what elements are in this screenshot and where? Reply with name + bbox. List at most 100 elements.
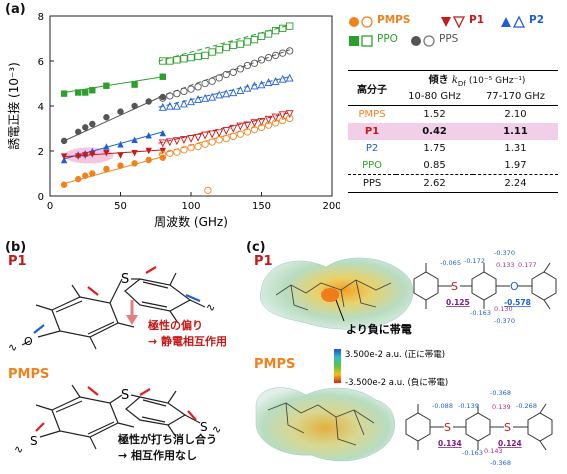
pmps-charge-c8: -0.368 <box>490 459 511 467</box>
legend-p1: P1 <box>469 14 485 26</box>
p1-point-high <box>187 134 195 143</box>
polymer-cell: PPO <box>362 160 383 171</box>
value-cell-1: 2.62 <box>423 178 446 189</box>
pmps-point-high <box>159 150 167 159</box>
value-cell-1: 1.52 <box>423 109 446 120</box>
p2-point-high <box>229 88 238 97</box>
polymer-cell: P2 <box>365 143 379 154</box>
p1-point-low <box>145 147 152 155</box>
p2-point-high <box>215 90 224 99</box>
pps-point-low <box>145 98 152 105</box>
ppo-point-low <box>82 89 89 96</box>
p1-structure <box>413 262 557 310</box>
pps-point-high <box>257 56 266 64</box>
pmps-ring-left <box>51 396 119 438</box>
p1-point-high <box>229 124 238 133</box>
pmps-point-low <box>117 162 124 169</box>
legend-pps: PPS <box>439 33 459 45</box>
p1-point-low <box>89 151 96 158</box>
p2-point-high <box>208 92 217 101</box>
polymer-cell: P1 <box>364 126 380 137</box>
pmps-point-low <box>60 181 68 188</box>
header-range-2: 77-170 GHz <box>473 88 558 106</box>
pmps-note-line2: → 相互作用なし <box>118 448 197 462</box>
p1-charge-c6: -0.163 <box>470 309 491 317</box>
p1-s-atom: S <box>121 272 129 287</box>
y-tick-label: 4 <box>38 102 44 113</box>
slope-table-wrap: 高分子 傾き kDf (10⁻⁵ GHz⁻¹) 10-80 GHz 77-170… <box>348 70 558 193</box>
ppo-point-high <box>173 56 181 64</box>
pps-point-high <box>222 70 230 79</box>
slope-table: 高分子 傾き kDf (10⁻⁵ GHz⁻¹) 10-80 GHz 77-170… <box>348 70 558 193</box>
p1-point-high <box>172 137 181 146</box>
p2-point-low <box>159 129 166 137</box>
y-tick-label: 0 <box>38 192 44 203</box>
pmps-esp-surface <box>255 387 395 462</box>
p1-note-line2: → 静電相互作用 <box>148 334 227 348</box>
pmps-point-high <box>173 148 181 156</box>
y-tick-label: 2 <box>38 147 44 158</box>
p1-point-high <box>208 130 217 139</box>
pps-point-high <box>229 68 237 76</box>
p1-charge-c1: -0.065 <box>440 259 461 267</box>
pmps-point-low <box>75 175 82 183</box>
ppo-point-high <box>271 26 280 35</box>
p1-struct-ring2 <box>471 271 497 301</box>
pps-point-low <box>103 114 110 121</box>
header-range-1: 10-80 GHz <box>396 88 474 106</box>
pmps-point-high <box>257 123 266 132</box>
p1-point-low <box>131 150 138 157</box>
polymer-cell: PPS <box>362 178 382 189</box>
ppo-point-high <box>229 41 237 49</box>
pmps-point-high <box>229 132 237 141</box>
p1-point-high <box>271 113 280 122</box>
y-tick-label: 6 <box>38 57 44 68</box>
pmps-wave-left: ∿ <box>14 443 23 456</box>
ppo-point-high <box>243 38 252 46</box>
ppo-point-high <box>236 40 244 48</box>
pps-point-high <box>208 77 216 85</box>
ppo-point-low <box>60 90 68 97</box>
p2-point-low <box>103 143 110 150</box>
p2-point-low <box>117 141 124 148</box>
p1-point-high <box>264 115 273 124</box>
p2-point-high <box>172 101 181 110</box>
pmps-struct-s2: S <box>504 421 511 434</box>
p1-struct-s: S <box>451 280 458 293</box>
pmps-point-low <box>131 160 138 167</box>
p1-charge-o: -0.578 <box>504 298 531 307</box>
p1-point-high <box>236 122 245 131</box>
pps-point-high <box>278 49 287 57</box>
pmps-struct-s1: S <box>444 421 451 434</box>
pmps-s-atom-center: S <box>121 388 129 403</box>
p2-point-high <box>285 73 294 82</box>
p2-point-high <box>264 78 273 87</box>
p1-point-low <box>75 153 82 160</box>
header-k: k <box>451 75 458 86</box>
p2-point-high <box>180 99 188 108</box>
pmps-point-low <box>145 156 152 164</box>
p2-point-high <box>257 80 266 89</box>
p2-point-high <box>201 93 210 102</box>
p1-end-wave: ∿ <box>206 301 215 314</box>
panel-a-label: (a) <box>5 2 26 17</box>
plot-frame <box>49 15 333 197</box>
p1-point-high <box>180 136 188 144</box>
header-unit: (10⁻⁵ GHz⁻¹) <box>468 76 526 86</box>
pps-point-low <box>75 128 82 136</box>
panel-c-label: (c) <box>246 240 266 255</box>
p1-point-high <box>278 111 287 120</box>
pps-point-high <box>264 53 273 62</box>
legend-p2: P2 <box>529 14 545 26</box>
pps-point-high <box>236 65 245 73</box>
p1-o-atom: O <box>24 335 33 348</box>
p2-point-high <box>222 89 231 98</box>
ppo-point-high <box>208 48 216 56</box>
pmps-charge-s2: 0.124 <box>498 439 522 448</box>
ppo-point-high <box>279 24 287 33</box>
esp-colorbar <box>334 349 341 383</box>
p1-point-low <box>117 152 124 159</box>
ppo-point-high <box>166 57 174 65</box>
value-cell-1: 0.85 <box>423 160 446 171</box>
pps-point-high <box>271 51 280 60</box>
